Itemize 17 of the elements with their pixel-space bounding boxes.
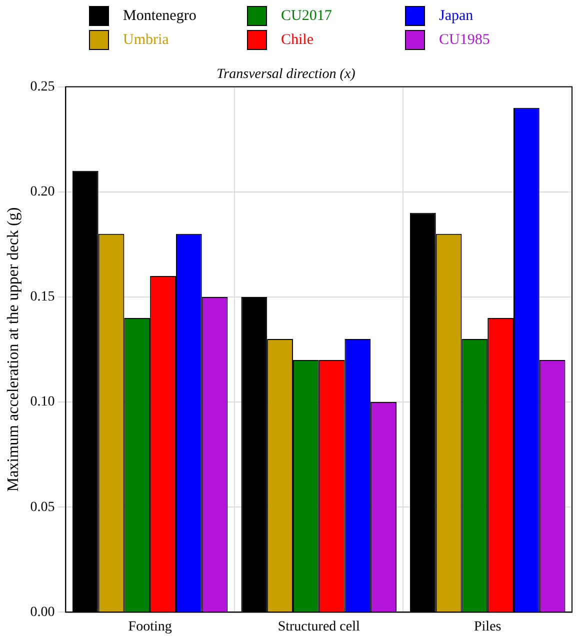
legend-label: Umbria	[123, 32, 169, 48]
legend-label: Chile	[281, 32, 314, 48]
y-tick-label: 0.10	[30, 394, 55, 410]
y-tick-label: 0.20	[30, 184, 55, 200]
legend-label: CU1985	[439, 32, 490, 48]
y-tick-label: 0.00	[30, 604, 55, 620]
y-tick-label: 0.15	[30, 290, 55, 305]
legend-label: CU2017	[281, 8, 332, 24]
y-tick-label: 0.25	[30, 79, 55, 94]
y-tick-label: 0.05	[30, 500, 55, 515]
y-axis-title: Maximum acceleration at the upper deck (g)	[4, 207, 22, 492]
x-tick-label: Footing	[128, 619, 172, 634]
x-tick-label: Piles	[474, 619, 502, 634]
legend-label: Montenegro	[123, 8, 196, 24]
legend-label: Japan	[439, 8, 474, 24]
x-tick-label: Structured cell	[278, 619, 360, 634]
chart-title: Transversal direction (x)	[216, 67, 356, 82]
